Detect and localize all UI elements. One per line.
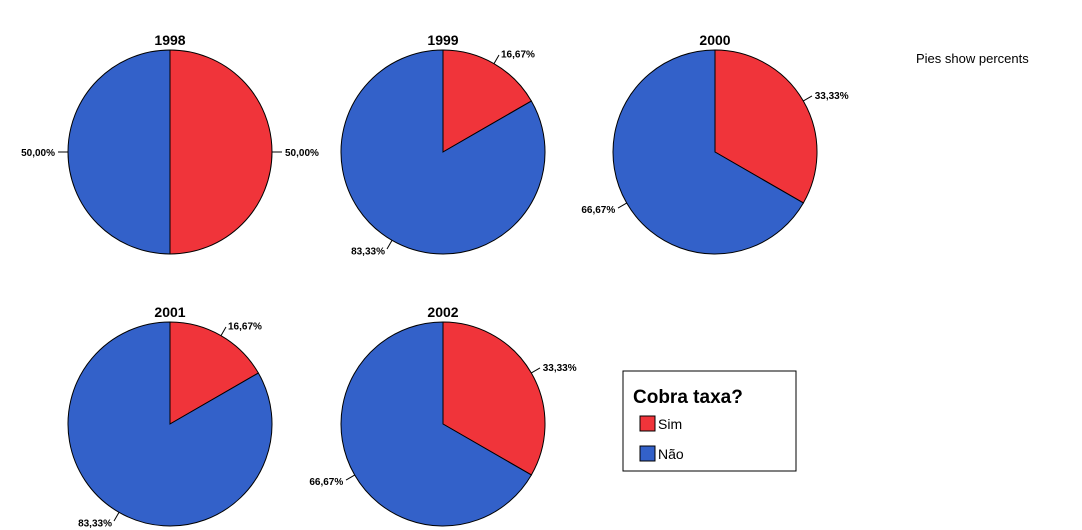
- pie-label-2000-nao: 66,67%: [581, 205, 615, 216]
- pie-slice-1999-nao: [340, 49, 546, 255]
- pie-label-2000-sim: 33,33%: [815, 91, 849, 102]
- pie-leader-1999-nao: [386, 240, 393, 250]
- pie-slice-2001-nao: [67, 321, 273, 527]
- pies-note: Pies show percents: [916, 51, 1029, 66]
- pie-leader-2000-nao: [617, 202, 627, 209]
- legend-title: Cobra taxa?: [633, 387, 743, 408]
- pie-label-2002-nao: 66,67%: [309, 477, 343, 488]
- pie-label-1998-nao: 50,00%: [21, 148, 55, 159]
- pie-title-2002: 2002: [427, 304, 458, 320]
- pie-label-1999-nao: 83,33%: [351, 247, 385, 258]
- pie-slice-2002-nao: [340, 321, 533, 527]
- pie-slice-1998-nao: [67, 49, 171, 255]
- pie-label-2001-nao: 83,33%: [78, 519, 112, 530]
- pie-slice-2001-sim: [169, 321, 260, 425]
- legend-label-sim: Sim: [658, 416, 682, 432]
- pie-title-1998: 1998: [154, 32, 185, 48]
- pie-label-1998-sim: 50,00%: [285, 148, 319, 159]
- pie-title-2000: 2000: [699, 32, 730, 48]
- pie-1998: 1998 50,00% 50,00%: [21, 32, 319, 255]
- pie-label-2001-sim: 16,67%: [228, 321, 262, 332]
- pie-title-1999: 1999: [427, 32, 458, 48]
- legend-swatch-sim: [639, 415, 656, 432]
- legend-swatch-nao: [639, 445, 656, 462]
- pie-leader-1999-sim: [493, 54, 500, 64]
- pie-1999: 1999 16,67% 83,33%: [340, 32, 546, 258]
- pie-title-2001: 2001: [154, 304, 185, 320]
- pie-label-1999-sim: 16,67%: [501, 49, 535, 60]
- pie-slice-1998-sim: [169, 49, 273, 255]
- pie-slice-1999-sim: [442, 49, 533, 153]
- pie-leader-2001-nao: [113, 512, 120, 522]
- pie-leader-2000-sim: [803, 95, 813, 102]
- pie-leader-2001-sim: [220, 326, 227, 336]
- pie-label-2002-sim: 33,33%: [543, 363, 577, 374]
- legend-label-nao: Não: [658, 446, 684, 462]
- legend: Cobra taxa? Sim Não: [622, 370, 797, 472]
- pies-layer: 1998 50,00% 50,00% 1999 16,67% 83,33% 2000 33,3…: [21, 32, 849, 530]
- pie-2002: 2002 33,33% 66,67%: [309, 304, 577, 527]
- pie-leader-2002-sim: [531, 367, 541, 374]
- pie-slice-2000-nao: [612, 49, 805, 255]
- pie-2000: 2000 33,33% 66,67%: [581, 32, 849, 255]
- pie-leader-2002-nao: [345, 474, 355, 481]
- pie-2001: 2001 16,67% 83,33%: [67, 304, 273, 530]
